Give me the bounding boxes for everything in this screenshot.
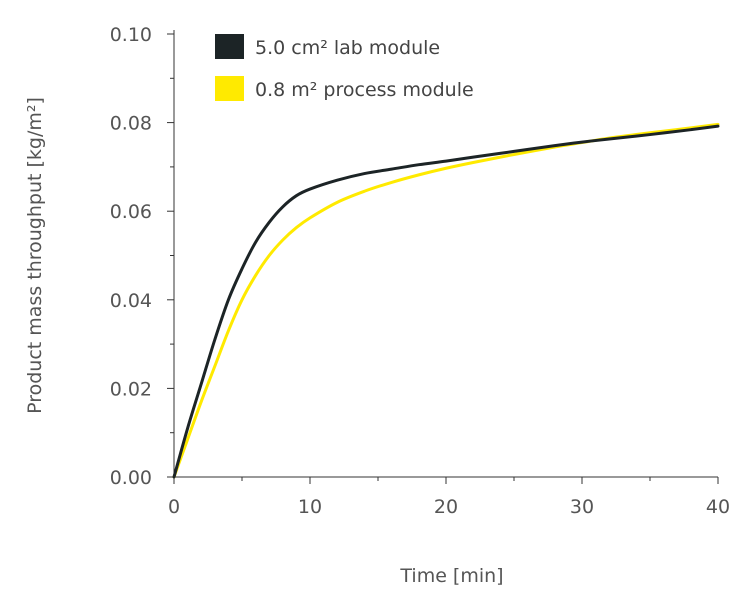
legend: 5.0 cm² lab module 0.8 m² process module [215,34,474,101]
legend-swatch [215,76,244,101]
legend-swatch [215,34,244,59]
legend-label: 5.0 cm² lab module [255,37,440,59]
series-lines [172,122,720,479]
y-tick-label: 0.04 [110,290,152,312]
legend-label: 0.8 m² process module [255,79,474,101]
x-tick-label: 30 [570,496,594,518]
y-tick-label: 0.10 [110,24,152,46]
x-tick-label: 10 [298,496,322,518]
series-line-1 [172,124,720,479]
y-tick-label: 0.08 [110,113,152,135]
y-axis-title: Product mass throughput [kg/m²] [24,97,46,414]
x-tick-label: 0 [168,496,180,518]
y-tick-label: 0.06 [110,201,152,223]
series-line-2 [172,122,720,479]
x-tick-label: 20 [434,496,458,518]
x-axis-title: Time [min] [399,565,503,587]
x-tick-label: 40 [706,496,730,518]
ticks: 0.00 0.02 0.04 0.06 0.08 0.10 0 10 20 30 40 [110,24,730,518]
y-tick-label: 0.02 [110,378,152,400]
y-tick-label: 0.00 [110,467,152,489]
